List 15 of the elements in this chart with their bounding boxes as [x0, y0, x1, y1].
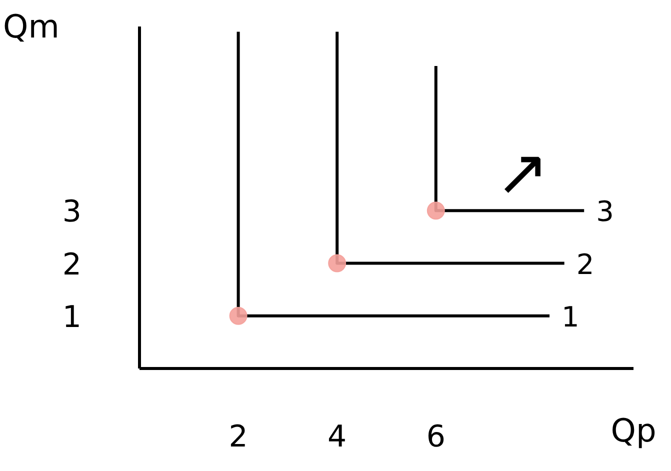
- y-tick-label: 2: [62, 247, 82, 282]
- series-label: 3: [596, 195, 614, 228]
- x-tick-label: 6: [426, 420, 446, 454]
- x-axis-title: Qp: [610, 412, 656, 450]
- series-label: 1: [562, 300, 580, 334]
- series-label: 2: [576, 248, 594, 281]
- y-tick-label: 3: [62, 194, 82, 230]
- y-axis-title: Qm: [3, 8, 60, 46]
- x-tick-label: 4: [328, 420, 347, 454]
- point: [328, 254, 346, 272]
- point: [229, 306, 248, 325]
- annotation: ↗: [496, 136, 550, 211]
- x-tick-label: 2: [228, 420, 248, 454]
- y-tick-label: 1: [62, 300, 82, 335]
- point: [426, 202, 445, 220]
